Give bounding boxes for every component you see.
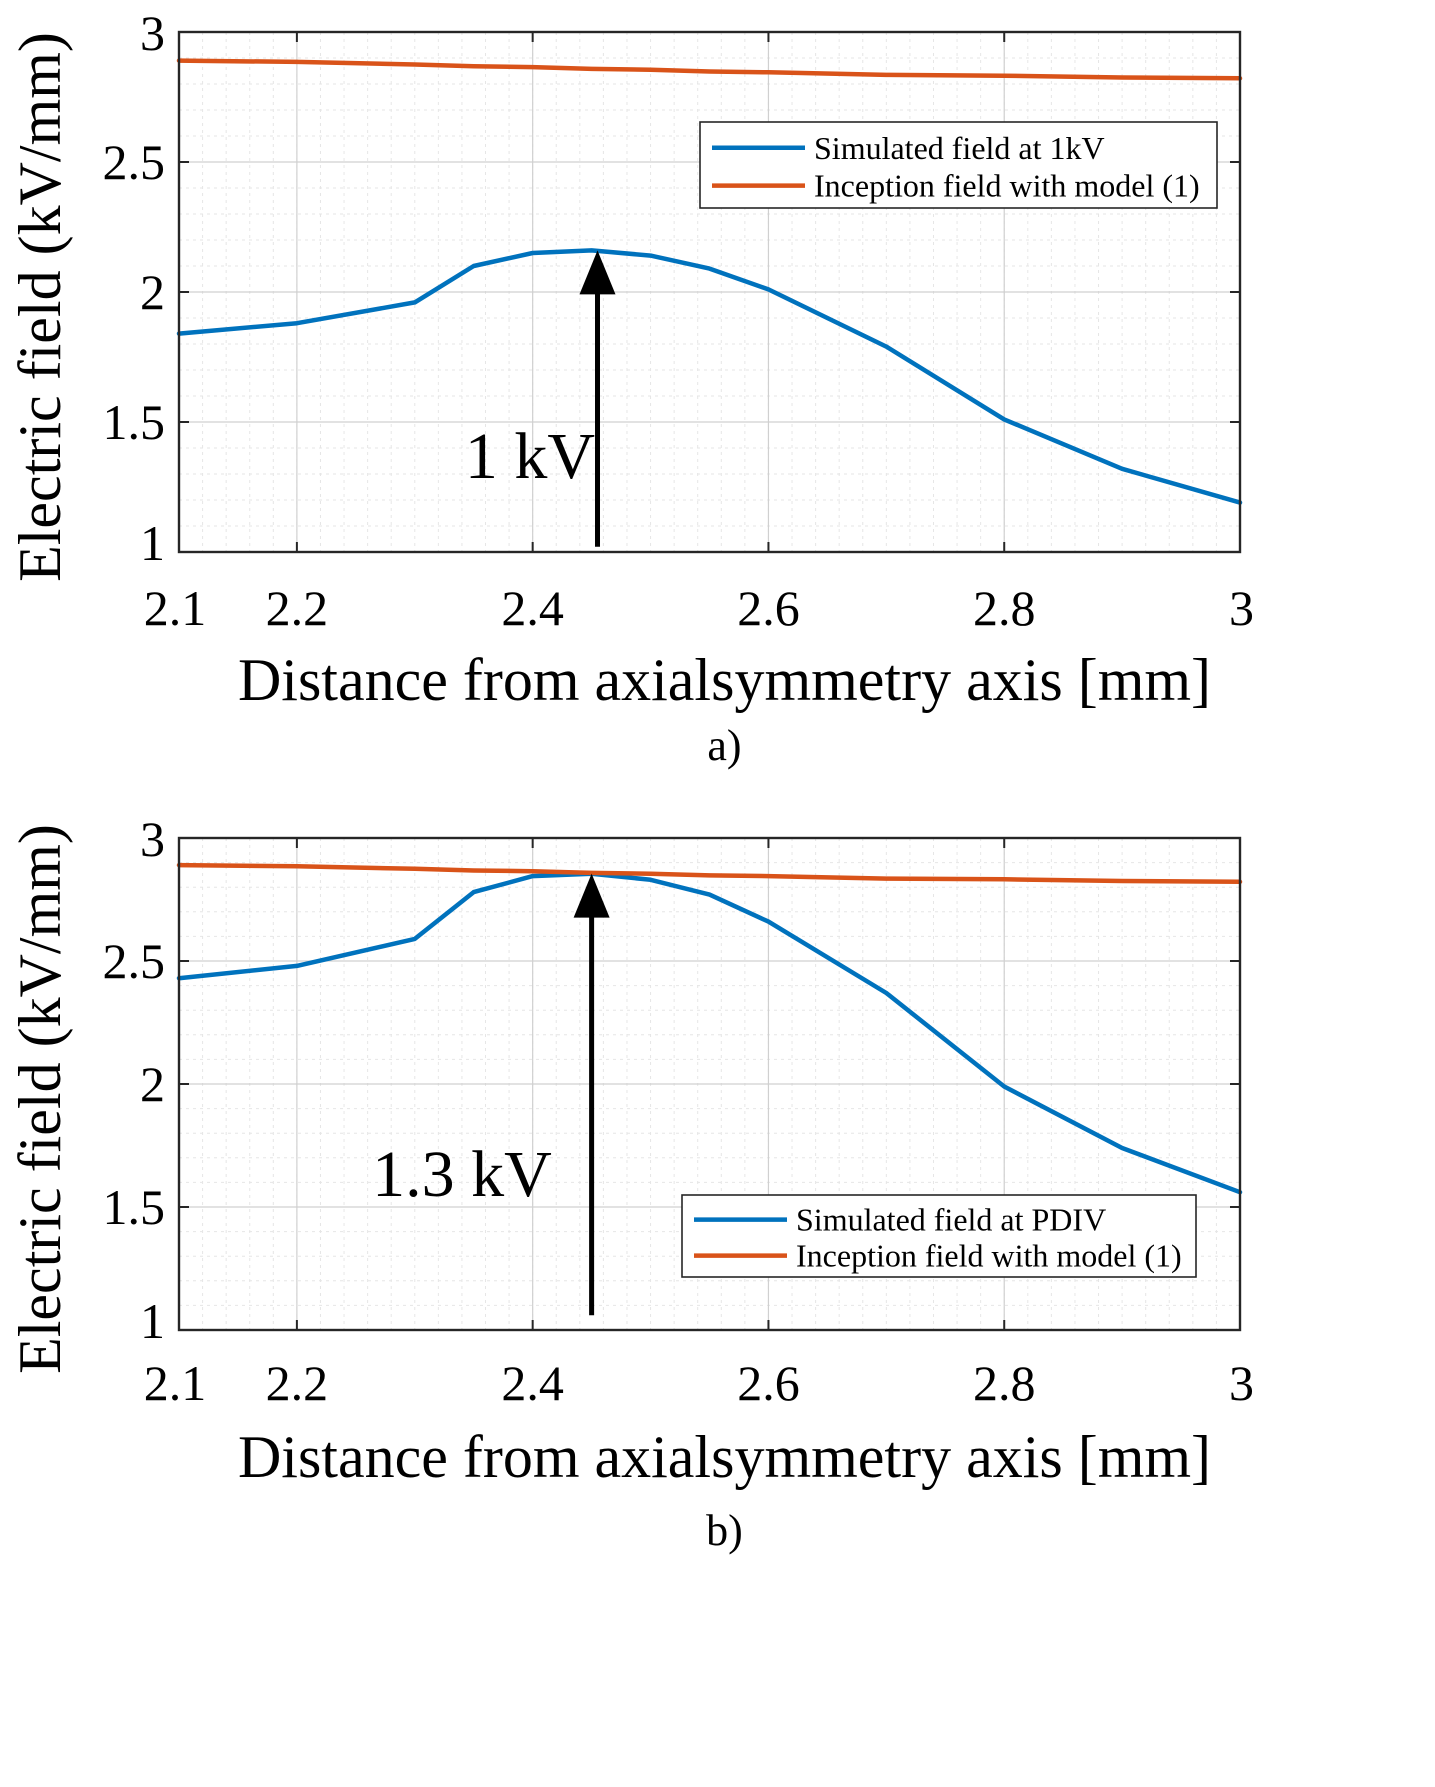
x-tick-label: 2.1 [144,1355,207,1411]
legend-entry: Simulated field at PDIV [796,1202,1106,1238]
y-axis-label: Electric field (kV/mm) [7,32,73,582]
y-axis-label: Electric field (kV/mm) [7,824,73,1374]
annotation-arrow-head [579,250,616,295]
legend-entry: Inception field with model (1) [796,1238,1182,1274]
annotation-label: 1 kV [465,420,595,493]
x-tick-label: 3 [1229,580,1254,636]
x-tick-label: 2.8 [973,1355,1036,1411]
y-tick-label: 2.5 [103,134,166,190]
legend-entry: Simulated field at 1kV [814,130,1105,166]
y-tick-label: 1 [140,1293,165,1349]
series-inception-line [176,862,1243,885]
annotation-label: 1.3 kV [372,1138,552,1211]
y-tick-label: 2.5 [103,933,166,989]
x-axis-label: Distance from axialsymmetry axis [mm] [238,1424,1211,1490]
y-tick-label: 1.5 [103,394,166,450]
x-tick-label: 2.6 [737,580,800,636]
chart-panel-b: 2.1 2.2 2.4 2.6 2.8 3 1 1.5 2 2.5 3 Distance from a… [7,811,1254,1555]
x-tick-label: 2.8 [973,580,1036,636]
y-tick-label: 1 [140,515,165,571]
y-tick-label: 3 [140,5,165,61]
y-tick-label: 2 [140,264,165,320]
x-tick-label: 2.1 [144,580,207,636]
series-inception-line [176,58,1243,81]
y-tick-label: 2 [140,1056,165,1112]
y-tick-label: 1.5 [103,1179,166,1235]
x-tick-label: 2.2 [266,1355,329,1411]
x-axis-label: Distance from axialsymmetry axis [mm] [238,647,1211,713]
legend-box [699,121,1218,209]
x-tick-label: 2.4 [501,1355,564,1411]
x-tick-label: 2.2 [266,580,329,636]
annotation-arrow-head [573,873,610,918]
panel-label: b) [706,1506,743,1555]
panel-label: a) [707,721,741,770]
series-simulated-line [176,871,1243,1195]
x-tick-label: 2.6 [737,1355,800,1411]
x-tick-label: 3 [1229,1355,1254,1411]
legend-entry: Inception field with model (1) [814,168,1200,204]
series-simulated-line [176,248,1243,505]
chart-panel-a: 2.1 2.2 2.4 2.6 2.8 3 1 1.5 2 2.5 3 Distance from a… [7,5,1254,770]
legend-box [681,1194,1197,1278]
y-tick-label: 3 [140,811,165,867]
x-tick-label: 2.4 [501,580,564,636]
